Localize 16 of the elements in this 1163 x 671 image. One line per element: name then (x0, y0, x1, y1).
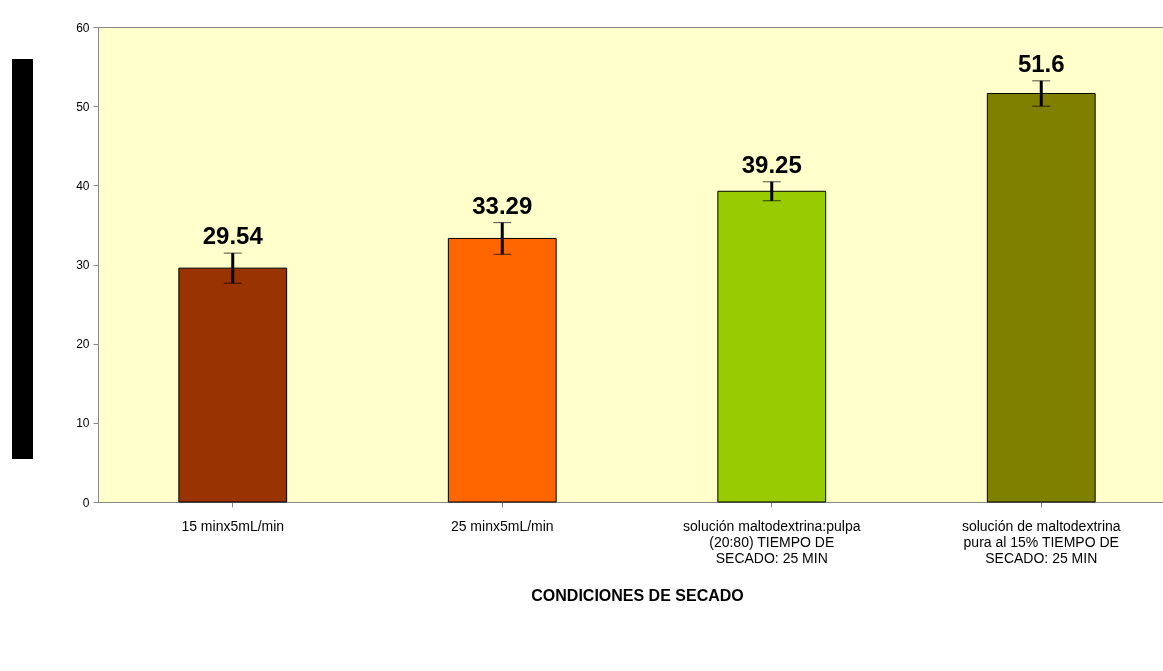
y-tick-label: 30 (76, 258, 90, 272)
x-axis-title: CONDICIONES DE SECADO (531, 586, 744, 604)
y-tick-label: 10 (76, 416, 90, 431)
data-label: 33.29 (472, 191, 533, 219)
x-tick-label: solución maltodextrina:pulpa (20:80) TIEMPO DE SECADO: 25 MIN (683, 517, 861, 566)
data-label: 39.25 (741, 150, 802, 178)
y-tick-label: 20 (76, 337, 90, 352)
data-label: 51.6 (1017, 49, 1065, 77)
data-label: 29.54 (202, 222, 264, 250)
x-tick-label: solución de maltodextrina pura al 15% TIEMPO DE SECADO: 25 MIN (961, 517, 1121, 566)
x-tick-label: 25 minx5mL/min (450, 517, 554, 534)
y-tick-label: 0 (82, 495, 90, 510)
y-tick-label: 60 (76, 20, 90, 35)
x-tick-label: 15 minx5mL/min (181, 517, 285, 534)
y-tick-label: 40 (76, 178, 90, 193)
y-tick-label: 50 (76, 99, 90, 114)
